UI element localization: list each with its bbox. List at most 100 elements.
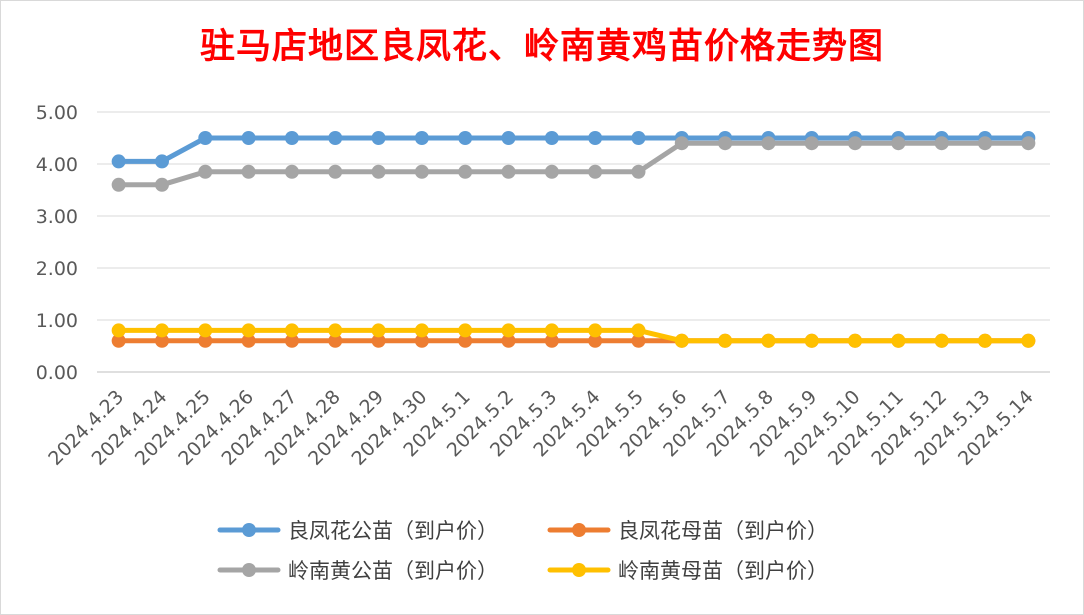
data-point (241, 131, 256, 145)
data-point (544, 333, 559, 348)
data-point (458, 164, 473, 179)
legend-label: 岭南黄公苗（到户价） (288, 559, 498, 583)
data-point (328, 323, 343, 338)
data-point (111, 177, 126, 192)
data-point (458, 131, 473, 145)
y-tick-label: 1.00 (36, 310, 78, 332)
data-point (328, 333, 343, 348)
data-point (458, 323, 473, 338)
data-point (198, 323, 213, 338)
data-point (371, 164, 386, 179)
data-point (414, 164, 429, 179)
series-line (116, 135, 1031, 164)
data-point (588, 164, 603, 179)
legend-item: 岭南黄公苗（到户价） (217, 559, 498, 583)
series-4 (111, 323, 1036, 348)
data-point (544, 323, 559, 338)
series-3 (111, 136, 1036, 192)
legend: 良凤花公苗（到户价） 良凤花母苗（到户价） 岭南黄公苗（到户价） 岭南黄母苗（到户价） (217, 519, 828, 583)
data-point (544, 131, 559, 145)
data-point (848, 333, 863, 348)
data-point (978, 333, 993, 348)
data-point (241, 323, 256, 338)
data-point (371, 323, 386, 338)
data-point (111, 154, 126, 169)
data-point (241, 164, 256, 179)
data-point (328, 164, 343, 179)
data-point (631, 164, 646, 179)
data-point (414, 131, 429, 145)
data-point (198, 333, 213, 348)
data-point (414, 333, 429, 348)
data-point (848, 136, 863, 151)
data-point (1021, 136, 1036, 151)
data-point (718, 333, 733, 348)
data-point (284, 131, 299, 145)
data-point (804, 333, 819, 348)
data-point (1021, 333, 1036, 348)
data-point (371, 131, 386, 145)
chart-title: 驻马店地区良凤花、岭南黄鸡苗价格走势图 (199, 26, 884, 67)
y-tick-label: 3.00 (36, 206, 78, 228)
data-point (154, 323, 169, 338)
data-point (501, 323, 516, 338)
legend-swatch-marker (242, 523, 256, 537)
data-point (631, 131, 646, 145)
series-line (116, 140, 1031, 188)
data-point (718, 136, 733, 151)
data-point (934, 333, 949, 348)
y-tick-label: 2.00 (36, 258, 78, 280)
data-point (458, 333, 473, 348)
series-line (116, 327, 1031, 344)
data-point (154, 333, 169, 348)
series-lines (111, 131, 1036, 348)
legend-item: 良凤花公苗（到户价） (217, 519, 498, 543)
data-point (414, 323, 429, 338)
gridlines (97, 111, 1050, 373)
data-point (501, 333, 516, 348)
data-point (804, 136, 819, 151)
x-axis-ticks: 2024.4.232024.4.242024.4.252024.4.262024… (44, 386, 1038, 470)
data-point (198, 164, 213, 179)
data-point (154, 177, 169, 192)
data-point (544, 164, 559, 179)
data-point (154, 154, 169, 169)
data-point (284, 323, 299, 338)
data-point (284, 333, 299, 348)
legend-item: 岭南黄母苗（到户价） (547, 559, 828, 583)
data-point (934, 136, 949, 151)
data-point (891, 136, 906, 151)
data-point (241, 333, 256, 348)
data-point (631, 323, 646, 338)
data-point (978, 136, 993, 151)
data-point (674, 333, 689, 348)
legend-swatch-marker (572, 563, 586, 577)
y-tick-label: 5.00 (36, 102, 78, 124)
legend-label: 岭南黄母苗（到户价） (618, 559, 828, 583)
data-point (631, 333, 646, 348)
data-point (501, 131, 516, 145)
y-tick-label: 0.00 (36, 362, 78, 384)
data-point (761, 333, 776, 348)
data-point (891, 333, 906, 348)
data-point (111, 333, 126, 348)
legend-label: 良凤花公苗（到户价） (288, 519, 498, 543)
y-axis-ticks: 0.00 1.00 2.00 3.00 4.00 5.00 (36, 102, 78, 384)
legend-swatch-marker (572, 523, 586, 537)
data-point (198, 131, 213, 145)
y-tick-label: 4.00 (36, 154, 78, 176)
data-point (674, 136, 689, 151)
data-point (501, 164, 516, 179)
data-point (588, 333, 603, 348)
data-point (328, 131, 343, 145)
data-point (588, 323, 603, 338)
data-point (761, 136, 776, 151)
data-point (588, 131, 603, 145)
data-point (284, 164, 299, 179)
legend-label: 良凤花母苗（到户价） (618, 519, 828, 543)
data-point (371, 333, 386, 348)
legend-item: 良凤花母苗（到户价） (547, 519, 828, 543)
data-point (111, 323, 126, 338)
